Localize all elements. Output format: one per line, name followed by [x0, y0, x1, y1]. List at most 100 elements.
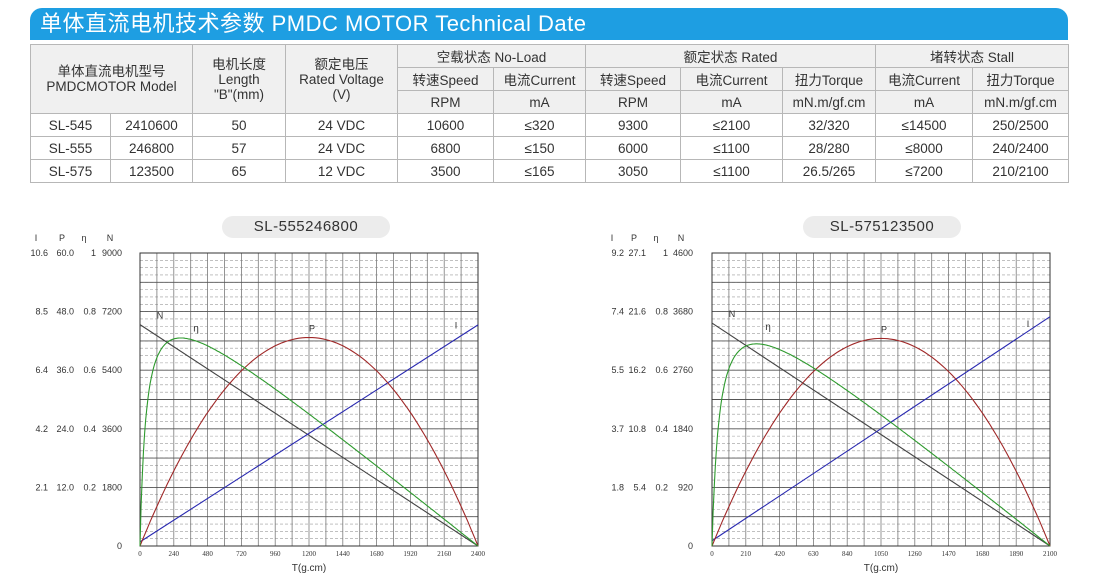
- x-tick-label: 960: [270, 550, 281, 558]
- table-cell: 24 VDC: [285, 113, 398, 137]
- y-tick-label: 10.8: [628, 424, 646, 434]
- x-tick-label: 2100: [1043, 550, 1058, 558]
- voltage-header: 额定电压 Rated Voltage (V): [285, 44, 398, 114]
- y-tick-label: 7.4: [611, 307, 624, 317]
- table-cell: 6000: [585, 136, 682, 160]
- chart-title: SL-555246800: [222, 216, 390, 238]
- series-label: η: [193, 324, 199, 335]
- y-tick-label: 920: [678, 482, 693, 492]
- table-cell: 24 VDC: [285, 136, 398, 160]
- table-cell: 28/280: [782, 136, 877, 160]
- y-tick-label: 6.4: [35, 365, 48, 375]
- speed-curve: [139, 324, 479, 547]
- table-cell: 65: [192, 159, 286, 183]
- x-tick-label: 0: [138, 550, 142, 558]
- table-cell: 6800: [397, 136, 494, 160]
- y-tick-label: 0.8: [655, 307, 668, 317]
- y-tick-label: 0.4: [655, 424, 668, 434]
- x-tick-label: 1200: [302, 550, 317, 558]
- x-tick-label: 480: [202, 550, 213, 558]
- current-curve: [711, 316, 1051, 542]
- unit-header: mA: [875, 90, 974, 114]
- y-tick-label: 5.4: [633, 482, 646, 492]
- table-cell: ≤1100: [680, 136, 784, 160]
- length-header: 电机长度 Length "B"(mm): [192, 44, 286, 114]
- unit-header: mA: [492, 90, 587, 114]
- y-tick-label: 27.1: [628, 248, 646, 258]
- y-tick-label: 36.0: [56, 365, 74, 375]
- table-cell: ≤150: [492, 136, 587, 160]
- page-title: 单体直流电机技术参数 PMDC MOTOR Technical Date: [40, 11, 587, 36]
- x-tick-label: 1050: [874, 550, 889, 558]
- x-tick-label: 1890: [1009, 550, 1024, 558]
- stall-header: 堵转状态 Stall: [875, 44, 1070, 68]
- table-row: SL-545 2410600 50 24 VDC 10600 ≤320 9300 ≤21…: [30, 113, 1070, 137]
- y-tick-label: 7200: [102, 307, 122, 317]
- axis-header: I: [35, 233, 38, 243]
- series-label: I: [455, 321, 458, 331]
- x-tick-label: 1680: [975, 550, 990, 558]
- table-row: SL-555 246800 57 24 VDC 6800 ≤150 6000 ≤1100…: [30, 136, 1070, 160]
- x-tick-label: 420: [774, 550, 785, 558]
- y-tick-label: 12.0: [56, 482, 74, 492]
- unit-header: mA: [680, 90, 784, 114]
- y-tick-label: 4600: [673, 248, 693, 258]
- x-tick-label: 240: [169, 550, 180, 558]
- x-tick-label: 840: [842, 550, 853, 558]
- table-cell: ≤165: [492, 159, 587, 183]
- power-curve: [711, 337, 1051, 547]
- noload-header: 空载状态 No-Load: [396, 44, 587, 68]
- table-cell: 210/2100: [972, 159, 1070, 183]
- y-tick-label: 9.2: [611, 248, 624, 258]
- y-tick-label: 1: [663, 248, 668, 258]
- y-tick-label: 0.4: [83, 424, 96, 434]
- table-cell: SL-575: [30, 159, 111, 183]
- series-label: η: [765, 322, 771, 333]
- table-cell: ≤320: [492, 113, 587, 137]
- x-tick-label: 720: [236, 550, 247, 558]
- table-cell: 32/320: [782, 113, 877, 137]
- y-tick-label: 9000: [102, 248, 122, 258]
- table-cell: 123500: [110, 159, 193, 183]
- sub-header: 电流Current: [875, 67, 974, 91]
- plot-frame: [139, 252, 479, 547]
- rated-header: 额定状态 Rated: [585, 44, 877, 68]
- table-cell: ≤14500: [875, 113, 974, 137]
- x-tick-label: 1260: [908, 550, 923, 558]
- unit-header: mN.m/gf.cm: [972, 90, 1070, 114]
- title-banner: 单体直流电机技术参数 PMDC MOTOR Technical Date: [30, 8, 1068, 40]
- table-cell: ≤7200: [875, 159, 974, 183]
- y-tick-label: 3600: [102, 424, 122, 434]
- x-tick-label: 1920: [403, 550, 418, 558]
- plot-frame: [711, 252, 1051, 547]
- table-cell: 57: [192, 136, 286, 160]
- y-tick-label: 24.0: [56, 424, 74, 434]
- x-tick-label: 1440: [336, 550, 351, 558]
- y-tick-label: 0.2: [655, 482, 668, 492]
- y-tick-label: 2760: [673, 365, 693, 375]
- current-curve: [139, 324, 479, 543]
- y-tick-label: 3.7: [611, 424, 624, 434]
- y-tick-label: 0.8: [83, 307, 96, 317]
- unit-header: RPM: [585, 90, 682, 114]
- y-tick-label: 5.5: [611, 365, 624, 375]
- y-tick-label: 0.6: [655, 365, 668, 375]
- table-cell: 3050: [585, 159, 682, 183]
- series-label: P: [309, 323, 315, 333]
- y-tick-label: 4.2: [35, 424, 48, 434]
- unit-header: mN.m/gf.cm: [782, 90, 877, 114]
- y-tick-label: 1840: [673, 424, 693, 434]
- speed-curve: [711, 322, 1051, 547]
- y-tick-label: 2.1: [35, 482, 48, 492]
- y-tick-label: 21.6: [628, 307, 646, 317]
- series-label: N: [157, 311, 164, 321]
- sub-header: 转速Speed: [585, 67, 682, 91]
- table-cell: ≤1100: [680, 159, 784, 183]
- sub-header: 电流Current: [680, 67, 784, 91]
- table-cell: 12 VDC: [285, 159, 398, 183]
- y-tick-label: 16.2: [628, 365, 646, 375]
- y-tick-label: 0.2: [83, 482, 96, 492]
- x-tick-label: 1680: [370, 550, 385, 558]
- axis-header: N: [107, 233, 114, 243]
